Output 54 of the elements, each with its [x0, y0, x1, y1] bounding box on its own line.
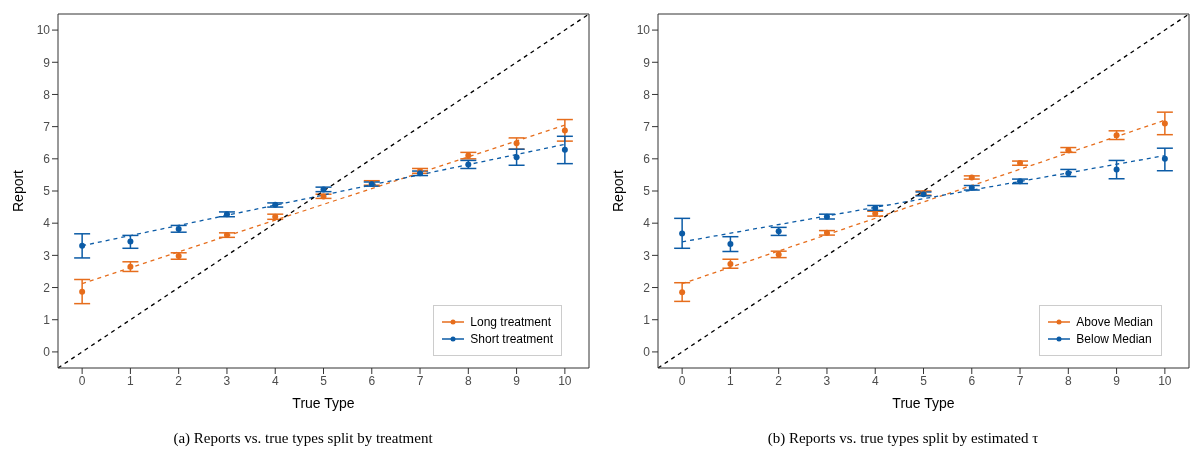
x-tick-label: 3	[823, 373, 831, 388]
legend-label: Below Median	[1076, 332, 1152, 346]
legend-label: Short treatment	[470, 332, 553, 346]
x-tick-label: 6	[968, 373, 976, 388]
x-tick-label: 8	[1064, 373, 1072, 388]
x-tick-label: 3	[223, 373, 231, 388]
x-tick-label: 0	[78, 373, 86, 388]
x-tick-label: 1	[127, 373, 135, 388]
y-axis-title: Report	[9, 169, 26, 213]
x-tick-label: 7	[416, 373, 424, 388]
y-tick-label: 3	[643, 248, 651, 263]
y-tick-label: 8	[43, 87, 51, 102]
x-tick-label: 8	[464, 373, 472, 388]
y-tick-label: 10	[36, 23, 51, 38]
legend-label: Long treatment	[470, 315, 551, 329]
y-tick-label: 4	[43, 216, 51, 231]
y-tick-label: 2	[43, 280, 51, 295]
x-tick-label: 1	[727, 373, 735, 388]
x-axis-title: True Type	[292, 395, 355, 411]
x-tick-label: 5	[920, 373, 928, 388]
y-tick-label: 5	[43, 184, 51, 199]
x-tick-label: 0	[678, 373, 686, 388]
y-tick-label: 7	[43, 119, 51, 134]
x-tick-label: 5	[320, 373, 328, 388]
y-tick-label: 6	[643, 152, 651, 167]
y-tick-label: 10	[636, 23, 651, 38]
y-tick-label: 6	[43, 152, 51, 167]
y-tick-label: 4	[643, 216, 651, 231]
x-tick-label: 2	[175, 373, 183, 388]
y-tick-label: 2	[643, 280, 651, 295]
x-tick-label: 4	[871, 373, 879, 388]
y-tick-label: 9	[43, 55, 51, 70]
y-tick-label: 8	[643, 87, 651, 102]
y-tick-label: 5	[643, 184, 651, 199]
x-tick-label: 4	[271, 373, 279, 388]
y-tick-label: 3	[43, 248, 51, 263]
text: (b) Reports vs. true types split by estimated τ	[766, 430, 1040, 447]
y-tick-label: 1	[643, 312, 651, 327]
y-tick-label: 0	[43, 345, 51, 360]
y-tick-label: 0	[643, 345, 651, 360]
legend-label: Above Median	[1076, 315, 1153, 329]
text: (a) Reports vs. true types split by treatment	[172, 430, 434, 447]
y-tick-label: 1	[43, 312, 51, 327]
x-tick-label: 2	[775, 373, 783, 388]
x-tick-label: 9	[513, 373, 521, 388]
y-axis-title: Report	[609, 169, 626, 213]
x-tick-label: 6	[368, 373, 376, 388]
x-tick-label: 9	[1113, 373, 1121, 388]
x-tick-label: 7	[1016, 373, 1024, 388]
x-tick-label: 10	[558, 373, 572, 388]
x-axis-title: True Type	[892, 395, 955, 411]
x-tick-label: 10	[1158, 373, 1172, 388]
y-tick-label: 9	[643, 55, 651, 70]
y-tick-label: 7	[643, 119, 651, 134]
